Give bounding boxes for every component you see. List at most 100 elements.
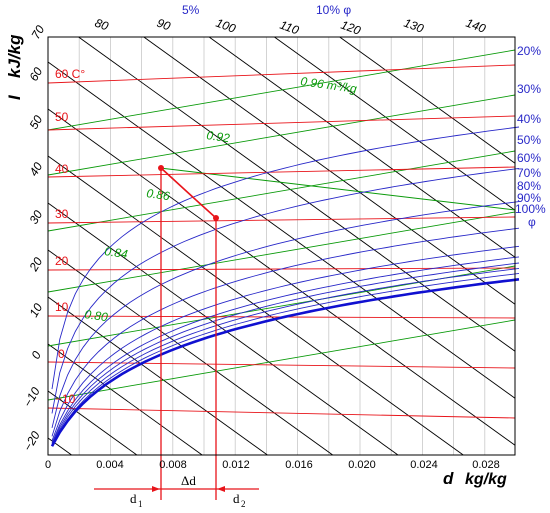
enthalpy-line <box>274 36 516 211</box>
delta-d-label: Δd <box>181 473 196 488</box>
humidity-label-right: φ <box>528 215 536 229</box>
x-tick: 0.008 <box>159 459 187 471</box>
humidity-curve <box>51 267 520 446</box>
humidity-label-right: 60% <box>517 151 541 165</box>
process-path <box>158 165 219 500</box>
y-tick: 50 <box>26 113 45 132</box>
temperature-label: 30 <box>55 207 69 221</box>
x-axis-symbol: d <box>443 469 454 488</box>
d2-subscript: 2 <box>241 499 246 509</box>
x-tick: 0.028 <box>472 459 500 471</box>
x-tick: 0 <box>45 459 51 471</box>
humidity-label-right: 90% <box>517 191 541 205</box>
humidity-label-right: 20% <box>517 44 541 58</box>
delta-d-annotation: Δd d 1 d 2 <box>94 473 259 509</box>
x-tick: 0.024 <box>410 459 438 471</box>
x-tick: 0.004 <box>96 459 124 471</box>
top-enthalpy-label: 90 <box>155 16 173 34</box>
temperature-label: 0 <box>58 347 65 361</box>
x-tick: 0.020 <box>348 459 376 471</box>
top-enthalpy-label: 110 <box>278 18 301 38</box>
top-enthalpy-label: 130 <box>402 16 426 36</box>
state-point-1 <box>158 165 164 171</box>
y-tick: 20 <box>26 255 45 275</box>
relative-humidity-curves <box>50 126 520 447</box>
enthalpy-line <box>47 249 333 456</box>
volume-line <box>47 94 516 176</box>
humidity-label-right: 100% <box>515 202 546 216</box>
volume-line <box>47 49 516 131</box>
enthalpy-line <box>78 36 516 352</box>
humidity-curve <box>51 126 520 390</box>
volume-line <box>159 167 516 211</box>
d1-label: d <box>130 491 137 506</box>
temperature-line <box>47 407 516 419</box>
arrow-left-icon <box>217 486 225 492</box>
y-tick-labels: 70 60 50 40 30 20 10 0 −10 −20 <box>20 23 47 454</box>
enthalpy-line <box>47 296 268 456</box>
humidity-label-top: 5% <box>182 3 200 17</box>
process-line <box>195 199 217 219</box>
d2-label: d <box>233 491 240 506</box>
volume-label: 0.80 <box>84 307 109 324</box>
y-axis-unit: kJ/kg <box>5 34 24 78</box>
temperature-label: 40 <box>55 162 69 176</box>
temperature-line <box>47 166 516 178</box>
humidity-label-right: 80% <box>517 179 541 193</box>
process-line <box>160 167 197 201</box>
enthalpy-line <box>47 108 516 446</box>
temperature-label: 50 <box>55 110 69 124</box>
y-tick: 30 <box>26 208 45 227</box>
temperature-line <box>47 361 516 369</box>
volume-label: 0.84 <box>104 244 129 261</box>
volume-line <box>47 211 516 293</box>
top-enthalpy-label: 100 <box>214 16 238 36</box>
saturation-curve <box>50 278 520 447</box>
humidity-label-top: 10% φ <box>316 3 351 17</box>
volume-line <box>47 150 516 232</box>
humidity-curve <box>51 167 520 414</box>
humidity-curve <box>51 272 520 447</box>
humidity-curve <box>51 201 520 429</box>
humidity-curve <box>51 262 520 445</box>
temperature-line <box>47 64 516 84</box>
x-tick-labels: 0 0.004 0.008 0.012 0.016 0.020 0.024 0.… <box>45 459 500 471</box>
x-tick: 0.012 <box>222 459 250 471</box>
top-enthalpy-label: 80 <box>93 16 111 34</box>
temperature-label: 60 C° <box>55 67 85 81</box>
humidity-label-right: 40% <box>517 112 541 126</box>
volume-label: 0.86 <box>146 186 171 203</box>
y-tick: 60 <box>26 65 45 84</box>
temperature-label: 10 <box>55 300 69 314</box>
x-tick: 0.016 <box>285 459 313 471</box>
top-enthalpy-labels: 80 90 100 110 120 130 140 <box>93 16 488 38</box>
temperature-label: 20 <box>55 254 69 268</box>
y-tick: −20 <box>20 429 42 454</box>
humidity-label-right: 50% <box>517 133 541 147</box>
enthalpy-line <box>47 390 138 456</box>
humidity-curve <box>51 245 520 441</box>
plot-frame <box>47 36 516 456</box>
arrow-right-icon <box>152 486 160 492</box>
volume-label: 0.92 <box>206 128 231 145</box>
temperature-label: −10 <box>55 392 76 406</box>
humidity-label-right: 70% <box>517 166 541 180</box>
y-tick: 0 <box>28 348 44 361</box>
y-tick: −10 <box>20 385 42 410</box>
temperature-line <box>47 115 516 131</box>
volume-line <box>47 319 516 401</box>
humidity-curve <box>51 227 520 437</box>
humidity-curve <box>51 256 520 444</box>
enthalpy-line <box>208 36 516 258</box>
right-humidity-labels: 20% 30% 40% 50% 60% 70% 80% 90% 100% φ <box>515 44 546 229</box>
specific-volume-lines <box>47 49 516 401</box>
y-axis-symbol: I <box>5 94 24 100</box>
top-enthalpy-label: 120 <box>339 18 363 38</box>
x-axis-unit: kg/kg <box>465 471 507 488</box>
y-tick: 40 <box>26 160 45 179</box>
enthalpy-line <box>47 202 399 456</box>
enthalpy-line <box>47 155 464 456</box>
volume-labels: 0.96 m³/kg 0.92 0.86 0.84 0.80 <box>84 74 358 324</box>
enthalpy-line <box>47 437 72 456</box>
